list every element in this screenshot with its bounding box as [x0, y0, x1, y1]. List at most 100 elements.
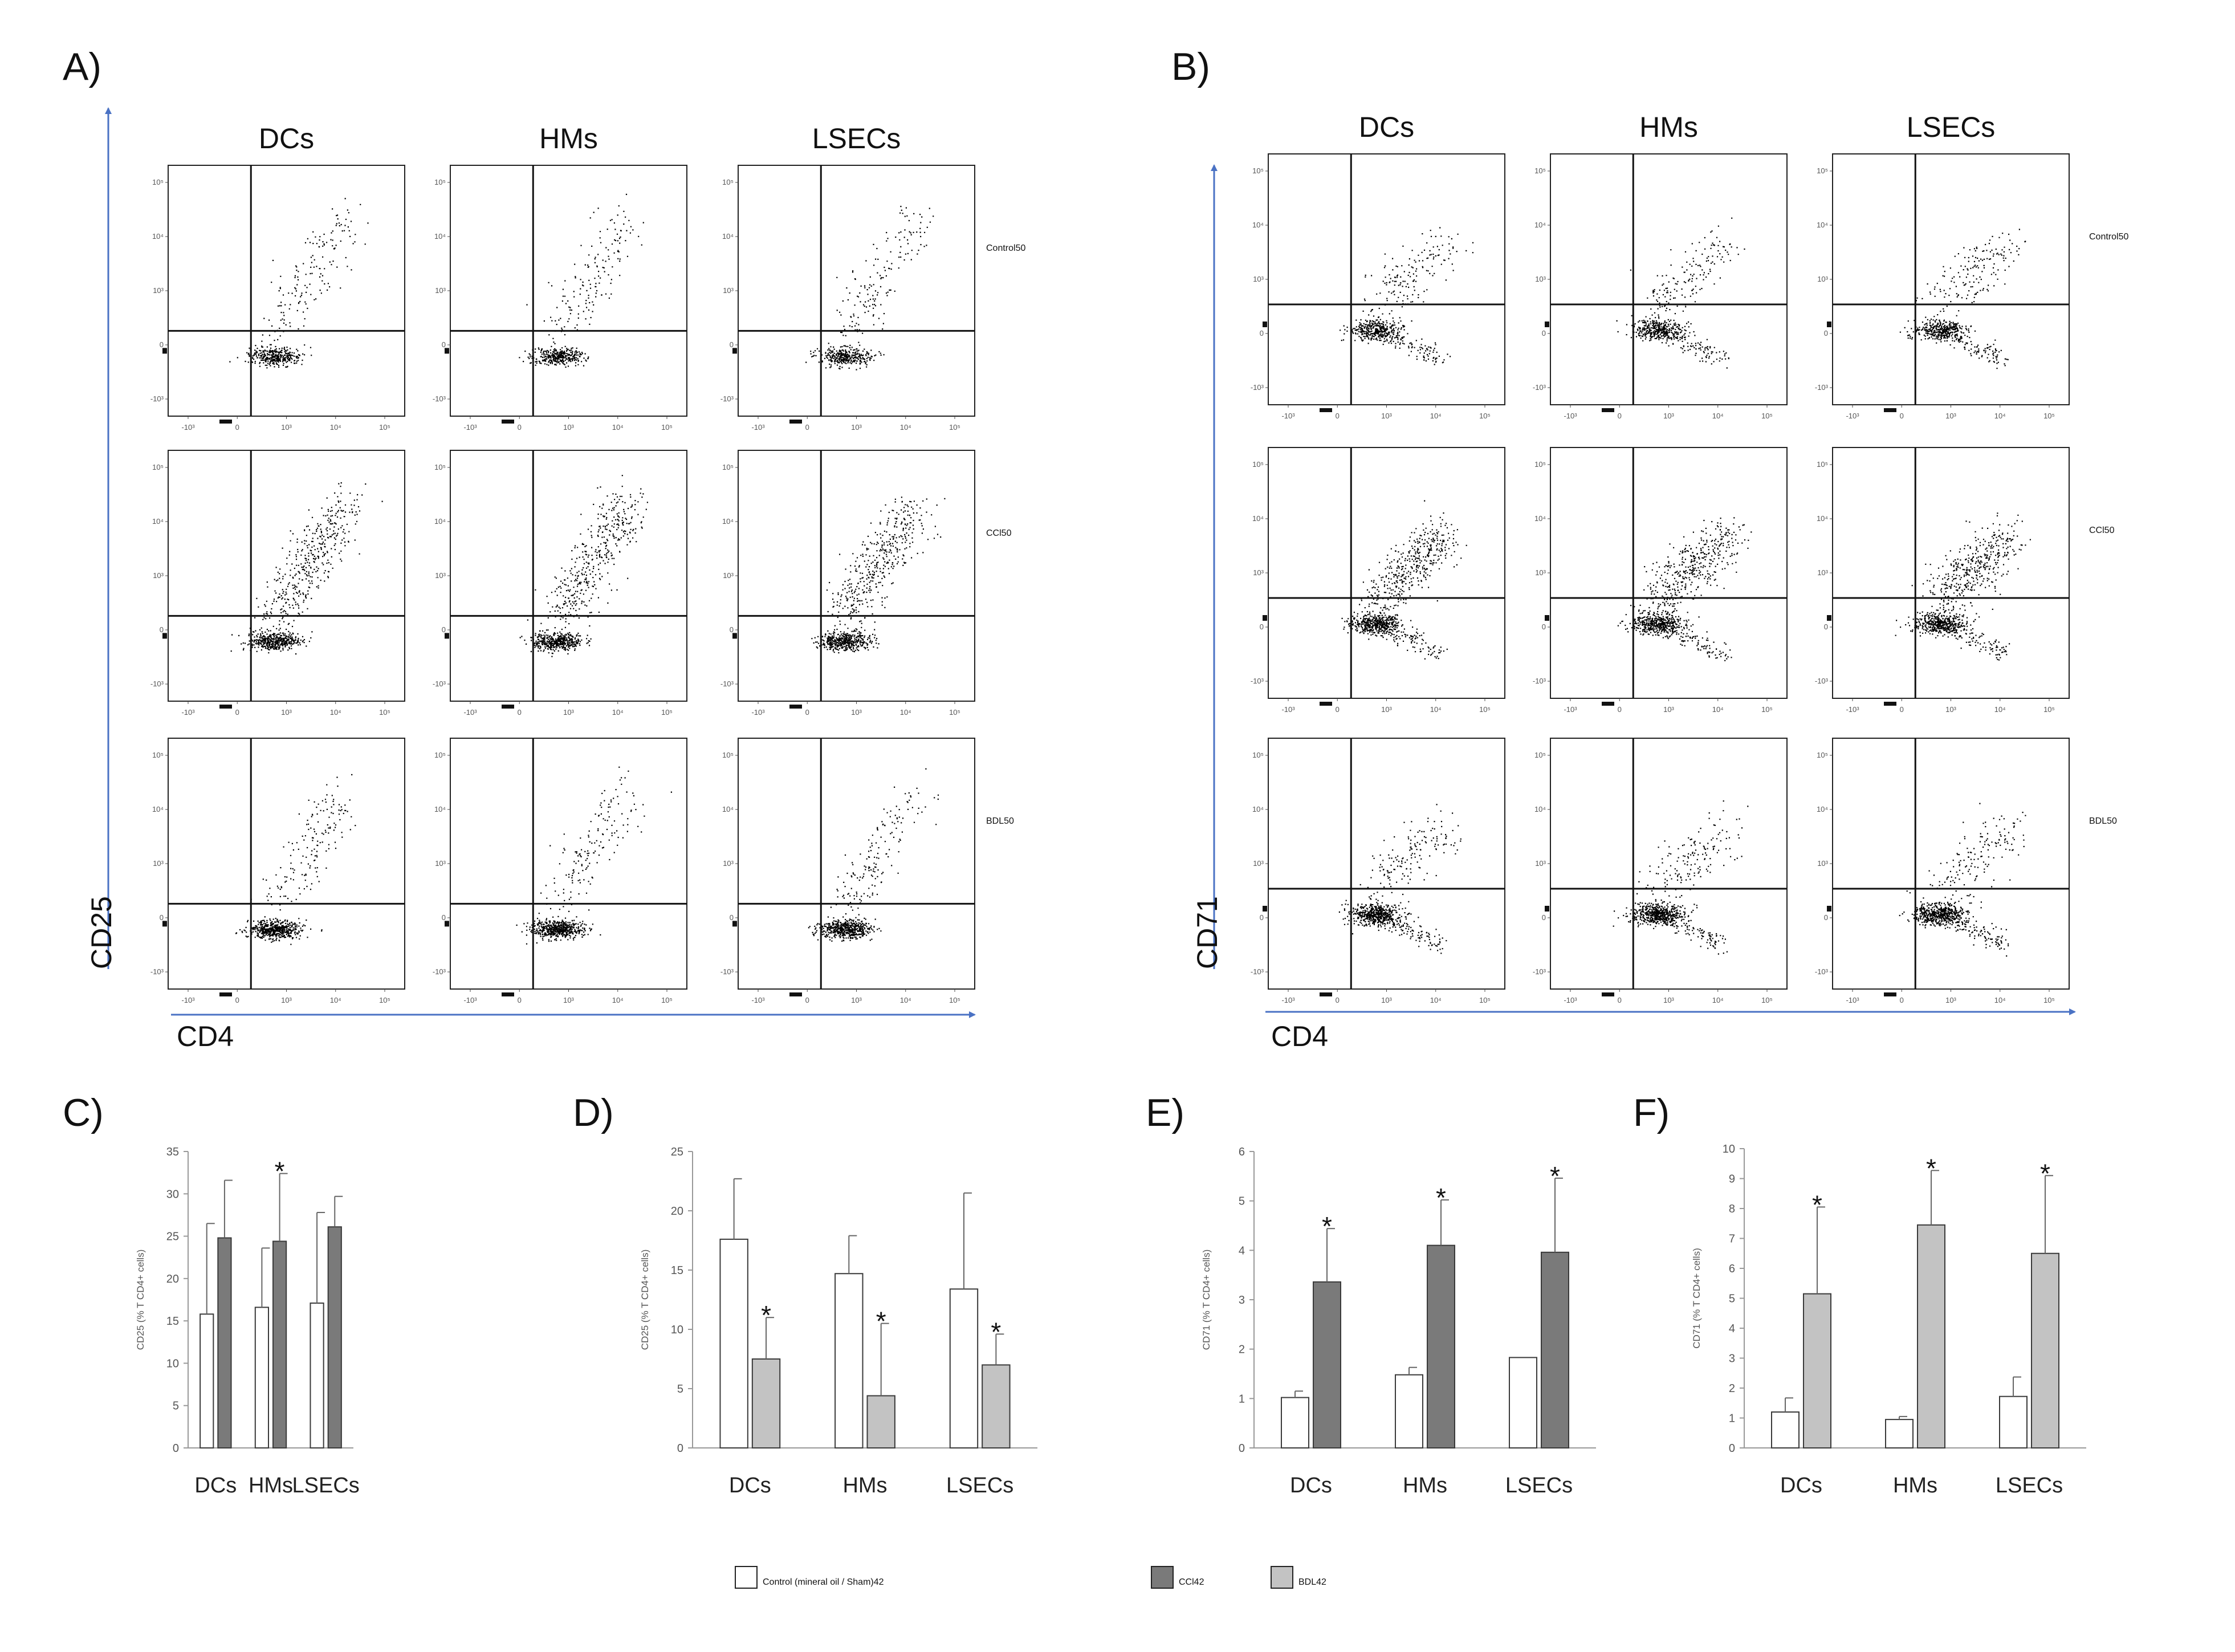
- y-tick-label: 5: [173, 1400, 179, 1413]
- significance-asterisk: *: [275, 1157, 285, 1186]
- y-tick-label: 25: [166, 1231, 179, 1243]
- axis-marker: [162, 348, 167, 354]
- x-tick-label: 10³: [1945, 705, 1956, 714]
- y-tick-label: 10³: [1535, 275, 1546, 283]
- y-tick-label: 10⁴: [434, 232, 446, 241]
- y-tick-label: 0: [1824, 329, 1828, 337]
- x-tick-label: 10⁵: [1761, 705, 1773, 714]
- y-tick-label: 10: [1723, 1143, 1735, 1155]
- x-tick-label: 10⁵: [2043, 412, 2055, 420]
- scatter-events: [1341, 500, 1467, 660]
- y-tick-label: -10³: [1251, 677, 1264, 685]
- x-tick-label: 10⁴: [900, 996, 911, 1004]
- x-tick-label: 0: [1900, 705, 1904, 714]
- y-tick-label: 0: [1824, 913, 1828, 922]
- y-tick-label: 5: [1239, 1195, 1245, 1208]
- y-tick-label: -10³: [720, 679, 734, 688]
- y-tick-label: 7: [1729, 1233, 1735, 1246]
- -main: BDL: [986, 816, 1004, 826]
- -subscript: 42: [1316, 1577, 1326, 1587]
- bar-control: [254, 1307, 269, 1448]
- bar-bdl: [1917, 1224, 1945, 1448]
- y-tick-label: 10⁵: [152, 178, 164, 186]
- x-tick-label: -10³: [751, 996, 765, 1004]
- y-tick-label: 10⁴: [722, 517, 734, 526]
- y-tick-label: -10³: [433, 967, 446, 976]
- x-tick-label: 10⁴: [900, 423, 911, 432]
- scatter-events: [1338, 804, 1461, 954]
- dot-plot: 10⁵ 10⁴ 10³ 0 -10³ -10³ 0 10³ 10⁴ 10⁵: [1815, 738, 2070, 1004]
- axis-marker: [1827, 615, 1831, 621]
- axis-marker: [789, 705, 802, 709]
- y-tick-label: 2: [1729, 1382, 1735, 1395]
- x-tick-label: -10³: [181, 996, 195, 1004]
- dot-plot-frame: [1550, 153, 1788, 405]
- y-tick-label: 0: [1542, 913, 1546, 922]
- flow-panel-b: B)DCs HMs LSECsControl50CCl50BDL5010⁵10⁴10…: [1171, 45, 2128, 1052]
- -main: Control: [2089, 232, 2119, 242]
- y-tick-label: 10⁵: [434, 751, 446, 759]
- bar-control: [949, 1288, 979, 1449]
- x-tick-label: 0: [518, 423, 522, 432]
- axis-marker: [1827, 906, 1831, 912]
- bar-chart-d: D) 0 5 10 15 20 25 CD25 (% T CD4+ cells) DCs * HMs…: [573, 1091, 1037, 1498]
- panel-letter: E): [1146, 1091, 1184, 1134]
- axis-marker: [1545, 615, 1549, 621]
- significance-asterisk: *: [1436, 1183, 1446, 1212]
- category-label-hms: HMs: [842, 1474, 887, 1498]
- y-tick-label: 0: [677, 1442, 683, 1455]
- y-tick-label: 10³: [1817, 859, 1828, 868]
- x-tick-label: 0: [1336, 996, 1340, 1004]
- x-tick-label: 10⁵: [2043, 705, 2055, 714]
- bar-control: [1771, 1411, 1800, 1448]
- x-tick-label: 10³: [1663, 412, 1674, 420]
- -subscript: 42: [874, 1577, 884, 1587]
- y-tick-label: 10³: [1817, 275, 1828, 283]
- axis-marker: [732, 348, 737, 354]
- scatter-events: [1617, 517, 1752, 661]
- x-tick-label: 0: [1618, 996, 1622, 1004]
- y-tick-label: 3: [1729, 1353, 1735, 1365]
- y-tick-label: 10: [166, 1357, 179, 1370]
- x-tick-label: 0: [518, 996, 522, 1004]
- dot-plot: 10⁵ 10⁴ 10³ 0 -10³ -10³ 0 10³ 10⁴ 10⁵: [1251, 738, 1505, 1004]
- category-label-hms: HMs: [249, 1474, 293, 1498]
- y-tick-label: 0: [1260, 622, 1264, 631]
- x-tick-label: 0: [518, 708, 522, 717]
- x-tick-label: 10³: [1381, 412, 1392, 420]
- axis-marker: [219, 705, 232, 709]
- x-tick-label: 0: [1900, 996, 1904, 1004]
- axis-marker: [1320, 408, 1332, 412]
- x-tick-label: 10⁵: [2043, 996, 2055, 1004]
- y-tick-label: -10³: [720, 967, 734, 976]
- significance-asterisk: *: [1926, 1153, 1936, 1183]
- y-axis-label: CD71: [1191, 896, 1223, 969]
- axis-marker: [1602, 408, 1614, 412]
- bar-bdl: [982, 1364, 1011, 1448]
- x-tick-label: 10⁴: [1994, 412, 2006, 420]
- dot-plot-frame: [1268, 153, 1505, 405]
- : BDL50: [986, 816, 1014, 826]
- category-label-dcs: DCs: [729, 1474, 771, 1498]
- axis-marker: [445, 348, 449, 354]
- category-label-dcs: DCs: [1290, 1474, 1332, 1498]
- axis-marker: [445, 921, 449, 927]
- category-label-hms: HMs: [1893, 1474, 1937, 1498]
- dot-plot-frame: [168, 165, 405, 417]
- y-tick-label: 0: [160, 340, 164, 349]
- y-tick-label: 15: [671, 1264, 683, 1277]
- 4-main: CCl: [986, 528, 1002, 538]
- x-tick-label: 10³: [1663, 996, 1674, 1004]
- axis-marker: [219, 992, 232, 996]
- scatter-events: [1899, 803, 2026, 957]
- y-tick-label: 10⁴: [1534, 221, 1546, 229]
- bar-ccl4: [1541, 1251, 1569, 1449]
- bar-chart-c: C) 0 5 10 15 20 25 30 35 CD25 (% T CD4+ cells) DCs…: [63, 1091, 360, 1498]
- y-tick-label: 10⁵: [1252, 751, 1264, 759]
- bar-bdl: [1803, 1293, 1831, 1448]
- y-axis-label: CD71 (% T CD4+ cells): [1691, 1248, 1702, 1349]
- bar-ccl4: [1313, 1281, 1341, 1449]
- dot-plot: 10⁵ 10⁴ 10³ 0 -10³ -10³ 0 10³ 10⁴ 10⁵: [1533, 738, 1788, 1004]
- axis-marker: [502, 705, 514, 709]
- x-tick-label: 10⁵: [949, 423, 960, 432]
